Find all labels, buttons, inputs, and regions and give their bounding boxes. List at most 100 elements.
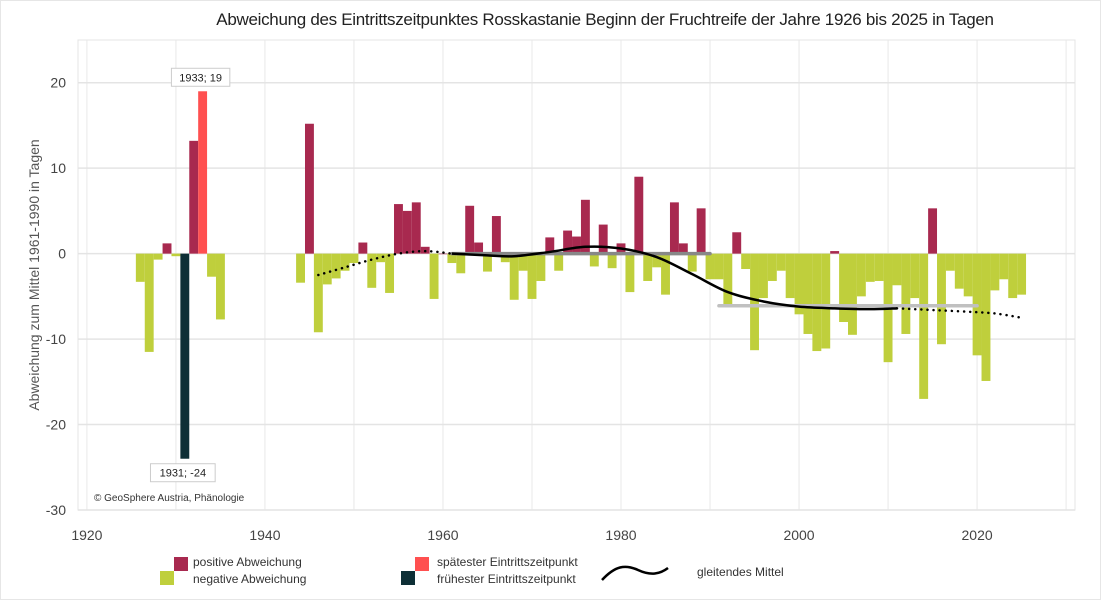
x-tick-label: 1940 xyxy=(249,527,280,543)
bar-2008 xyxy=(865,253,875,282)
y-tick-label: 20 xyxy=(50,75,66,91)
bar-2002 xyxy=(812,253,822,352)
annotation: 1933; 19 xyxy=(170,67,231,87)
bar-1968 xyxy=(509,253,519,300)
y-tick-label: -30 xyxy=(46,502,66,518)
bar-1959 xyxy=(429,253,439,299)
bar-1977 xyxy=(589,253,599,267)
legend-swatch-positive xyxy=(174,557,188,571)
annotation-label: 1933; 19 xyxy=(179,72,222,84)
axis-ticks: 20 10 0 -10 -20 -30 1920 1940 1960 1980 2000 2020 xyxy=(46,75,993,543)
bar-1989 xyxy=(696,208,706,254)
legend-label-moving-average: gleitendes Mittel xyxy=(697,565,784,579)
bar-2014 xyxy=(919,253,929,399)
bar-1953 xyxy=(376,253,386,263)
bar-1985 xyxy=(661,253,670,295)
bar-1961 xyxy=(447,253,457,264)
bar-2004 xyxy=(830,251,840,254)
bar-1986 xyxy=(669,202,679,254)
bar-1993 xyxy=(732,232,742,254)
legend-label-earliest: frühester Eintrittszeitpunkt xyxy=(437,572,576,586)
bar-2000 xyxy=(794,253,804,315)
bar-2011 xyxy=(892,253,902,286)
x-tick-label: 2000 xyxy=(783,527,814,543)
bar-1955 xyxy=(394,204,403,254)
bar-1934 xyxy=(207,253,216,277)
legend-line-moving-average xyxy=(601,565,669,581)
bar-1966 xyxy=(491,216,501,254)
bar-2017 xyxy=(945,253,955,271)
period-means xyxy=(450,251,979,308)
bar-1974 xyxy=(563,230,573,254)
bar-2015 xyxy=(928,208,938,254)
legend-swatch-earliest xyxy=(401,571,415,585)
bar-2013 xyxy=(910,253,920,299)
bar-1979 xyxy=(607,253,617,269)
x-tick-label: 1980 xyxy=(605,527,636,543)
bar-1927 xyxy=(144,253,154,352)
bar-2007 xyxy=(856,253,866,297)
bar-2001 xyxy=(803,253,813,334)
legend-swatch-negative xyxy=(160,571,174,585)
annotation: 1931; -24 xyxy=(149,463,216,483)
bar-1981 xyxy=(625,253,635,293)
bar-1947 xyxy=(322,253,332,285)
bar-1988 xyxy=(687,253,697,272)
bar-1954 xyxy=(385,253,395,293)
bar-2018 xyxy=(954,253,964,289)
moving-average-dotted-end xyxy=(895,307,1023,319)
bar-1956 xyxy=(402,210,412,254)
bar-1965 xyxy=(483,253,492,272)
bar-1963 xyxy=(465,205,475,254)
annotation-box xyxy=(170,67,231,87)
bar-1984 xyxy=(652,253,662,268)
bar-1931 xyxy=(180,253,190,459)
bar-1930 xyxy=(171,253,181,257)
bar-1952 xyxy=(367,253,377,288)
bar-1971 xyxy=(536,253,546,281)
bar-1992 xyxy=(723,253,733,307)
bar-2006 xyxy=(848,253,857,335)
annotation-box xyxy=(149,463,216,483)
bar-1933 xyxy=(198,91,208,254)
y-tick-label: -10 xyxy=(46,331,66,347)
bar-1962 xyxy=(456,253,466,274)
bar-2016 xyxy=(937,253,946,345)
y-tick-label: -20 xyxy=(46,417,66,433)
bar-1949 xyxy=(340,253,350,271)
bars xyxy=(135,91,1027,459)
bar-1972 xyxy=(545,237,555,254)
legend-swatch-latest xyxy=(415,557,429,571)
y-tick-label: 0 xyxy=(58,246,66,262)
x-tick-label: 1920 xyxy=(71,527,102,543)
bar-1999 xyxy=(785,253,795,299)
bar-1991 xyxy=(714,253,724,280)
bar-1975 xyxy=(572,236,581,254)
bar-2023 xyxy=(999,253,1009,280)
bar-2003 xyxy=(821,253,831,349)
bar-2025 xyxy=(1017,253,1027,295)
chart-title: Abweichung des Eintrittszeitpunktes Ross… xyxy=(216,10,994,29)
bar-1928 xyxy=(153,253,163,260)
annotations: 1933; 19 1931; -24 xyxy=(149,67,231,483)
legend-label-positive: positive Abweichung xyxy=(193,555,302,569)
bar-1945 xyxy=(304,123,314,254)
moving-average-dotted-start xyxy=(317,249,454,277)
bar-1976 xyxy=(580,199,590,254)
bar-2019 xyxy=(963,253,973,297)
bar-2024 xyxy=(1008,253,1018,299)
bar-1997 xyxy=(767,253,777,281)
copyright: © GeoSphere Austria, Phänologie xyxy=(94,493,245,504)
bar-1970 xyxy=(527,253,537,299)
legend-label-latest: spätester Eintrittszeitpunkt xyxy=(437,555,578,569)
bar-1996 xyxy=(758,253,768,299)
bar-1994 xyxy=(741,253,751,270)
bar-1969 xyxy=(518,253,528,271)
bar-1964 xyxy=(474,242,484,254)
moving-average xyxy=(317,245,1023,319)
moving-average-line xyxy=(451,245,898,311)
bar-1951 xyxy=(358,242,368,254)
bar-1995 xyxy=(750,253,759,351)
bar-2021 xyxy=(981,253,991,381)
